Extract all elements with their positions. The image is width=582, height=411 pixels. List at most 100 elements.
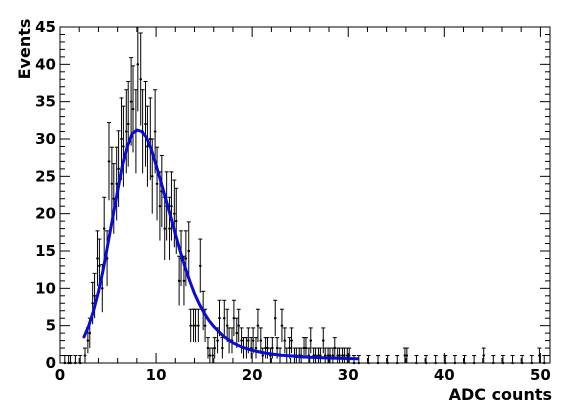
point-marker xyxy=(232,317,236,320)
y-tick-label: 15 xyxy=(35,242,56,260)
point-marker xyxy=(98,264,101,268)
point-marker xyxy=(151,175,154,178)
data-point xyxy=(537,347,542,363)
point-marker xyxy=(170,205,173,208)
point-marker xyxy=(463,361,466,365)
data-point xyxy=(395,355,400,365)
point-marker xyxy=(184,257,188,260)
data-point xyxy=(481,347,486,363)
y-axis-title: Events xyxy=(15,19,34,80)
data-point xyxy=(196,308,201,343)
data-point xyxy=(321,327,326,354)
point-marker xyxy=(163,227,166,230)
data-point xyxy=(174,187,179,254)
point-marker xyxy=(122,145,125,148)
point-marker xyxy=(216,339,219,342)
point-marker xyxy=(211,354,214,357)
point-marker xyxy=(259,339,263,342)
point-marker xyxy=(67,361,70,365)
y-tick-label: 45 xyxy=(35,18,56,36)
point-marker xyxy=(261,354,264,357)
point-marker xyxy=(197,324,200,327)
y-axis-ticks: 0 5 10 15 20 25 30 35 40 45 xyxy=(35,18,550,372)
point-marker xyxy=(153,130,157,133)
data-point xyxy=(116,130,121,207)
point-marker xyxy=(146,145,149,148)
point-marker xyxy=(280,324,284,327)
y-tick-label: 30 xyxy=(35,130,56,148)
data-point xyxy=(107,122,111,201)
data-point xyxy=(282,327,287,354)
point-marker xyxy=(182,279,186,283)
point-marker xyxy=(168,227,171,230)
data-point xyxy=(273,299,278,337)
data-point xyxy=(385,355,390,365)
x-tick-label: 50 xyxy=(530,366,551,384)
point-marker xyxy=(69,361,72,365)
point-marker xyxy=(107,160,111,163)
data-point xyxy=(254,337,258,359)
data-point xyxy=(510,355,515,365)
point-marker xyxy=(136,63,140,66)
data-point xyxy=(308,327,313,354)
data-point xyxy=(500,355,505,365)
data-point xyxy=(258,327,263,354)
point-marker xyxy=(192,324,195,327)
data-point xyxy=(529,355,534,365)
point-marker xyxy=(213,346,216,350)
point-marker xyxy=(102,227,106,230)
data-point xyxy=(255,308,260,343)
data-point xyxy=(172,179,177,248)
x-axis-title: ADC counts xyxy=(449,385,552,404)
point-marker xyxy=(309,339,312,342)
point-marker xyxy=(322,339,325,342)
data-point xyxy=(491,355,496,365)
data-point xyxy=(188,308,193,343)
point-marker xyxy=(453,361,457,365)
point-marker xyxy=(346,354,349,357)
point-marker xyxy=(288,346,291,350)
data-point xyxy=(177,255,182,306)
data-point xyxy=(222,299,227,337)
point-marker xyxy=(511,361,514,365)
point-marker xyxy=(83,354,87,357)
data-point xyxy=(143,81,148,167)
data-point xyxy=(279,308,284,343)
point-marker xyxy=(520,361,524,365)
data-point xyxy=(109,146,114,221)
point-marker xyxy=(530,361,533,365)
y-tick-label: 40 xyxy=(35,55,56,73)
point-marker xyxy=(266,346,269,350)
point-marker xyxy=(347,354,351,357)
point-marker xyxy=(275,346,279,350)
point-marker xyxy=(323,354,327,357)
point-marker xyxy=(482,354,485,357)
point-marker xyxy=(187,249,190,253)
point-marker xyxy=(96,257,99,260)
data-point xyxy=(265,337,270,359)
data-point xyxy=(366,355,371,365)
y-tick-label: 25 xyxy=(35,167,56,185)
x-tick-label: 40 xyxy=(434,366,455,384)
data-point xyxy=(129,57,134,146)
point-marker xyxy=(127,122,130,126)
point-marker xyxy=(223,317,226,320)
point-marker xyxy=(352,361,356,365)
point-marker xyxy=(247,339,250,342)
point-marker xyxy=(331,354,335,357)
data-point xyxy=(452,355,457,365)
point-marker xyxy=(434,361,437,365)
point-marker xyxy=(251,339,255,342)
data-point xyxy=(327,347,332,363)
data-point xyxy=(424,355,429,365)
data-point xyxy=(198,238,203,293)
point-marker xyxy=(543,361,546,365)
data-point xyxy=(68,355,73,365)
data-point xyxy=(347,347,352,363)
point-marker xyxy=(88,331,91,335)
point-marker xyxy=(117,167,120,171)
data-point xyxy=(73,355,78,365)
point-marker xyxy=(256,324,260,327)
point-marker xyxy=(304,346,308,350)
data-point xyxy=(138,32,143,126)
